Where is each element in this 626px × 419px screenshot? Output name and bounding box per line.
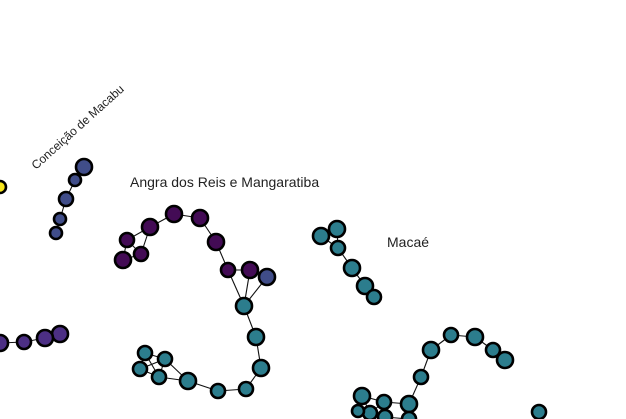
- graph-node: [140, 217, 160, 237]
- nodes-layer: [0, 157, 548, 419]
- graph-node: [67, 172, 83, 188]
- graph-node: [376, 408, 394, 419]
- graph-node: [156, 350, 174, 368]
- graph-node: [178, 371, 198, 391]
- graph-node: [136, 344, 154, 362]
- graph-node: [52, 211, 68, 227]
- graph-node: [251, 358, 271, 378]
- graph-node: [442, 326, 460, 344]
- graph-node: [0, 179, 8, 195]
- edges-layer: [0, 166, 506, 419]
- graph-node: [237, 380, 255, 398]
- graph-node: [412, 368, 430, 386]
- graph-node: [400, 410, 418, 419]
- graph-node: [311, 226, 331, 246]
- graph-node: [257, 267, 277, 287]
- graph-node: [118, 231, 136, 249]
- graph-node: [484, 341, 502, 359]
- graph-node: [375, 393, 393, 411]
- graph-node: [206, 232, 226, 252]
- graph-node: [350, 403, 366, 419]
- graph-node: [240, 260, 260, 280]
- graph-node: [365, 288, 383, 306]
- graph-node: [150, 368, 168, 386]
- graph-node: [113, 250, 133, 270]
- graph-node: [399, 394, 419, 414]
- label-macae: Macaé: [387, 234, 429, 250]
- graph-node: [465, 327, 485, 347]
- label-conceicao-de-macabu: Conceição de Macabu: [29, 82, 127, 172]
- graph-node: [48, 225, 64, 241]
- graph-node: [352, 386, 372, 406]
- graph-node: [495, 350, 515, 370]
- graph-node: [234, 296, 254, 316]
- graph-node: [131, 360, 149, 378]
- graph-node: [329, 239, 347, 257]
- graph-node: [35, 328, 55, 348]
- graph-node: [421, 340, 441, 360]
- graph-node: [342, 258, 362, 278]
- graph-node: [219, 261, 237, 279]
- graph-node: [15, 333, 33, 351]
- graph-node: [209, 382, 227, 400]
- graph-node: [327, 219, 347, 239]
- graph-node: [355, 276, 375, 296]
- graph-node: [74, 157, 94, 177]
- graph-node: [132, 245, 150, 263]
- graph-node: [0, 333, 10, 353]
- label-angra-dos-reis-e-mangaratiba: Angra dos Reis e Mangaratiba: [130, 174, 319, 190]
- graph-node: [246, 327, 266, 347]
- graph-node: [57, 190, 75, 208]
- graph-node: [164, 204, 184, 224]
- graph-node: [50, 324, 70, 344]
- graph-node: [530, 403, 548, 419]
- graph-node: [190, 208, 210, 228]
